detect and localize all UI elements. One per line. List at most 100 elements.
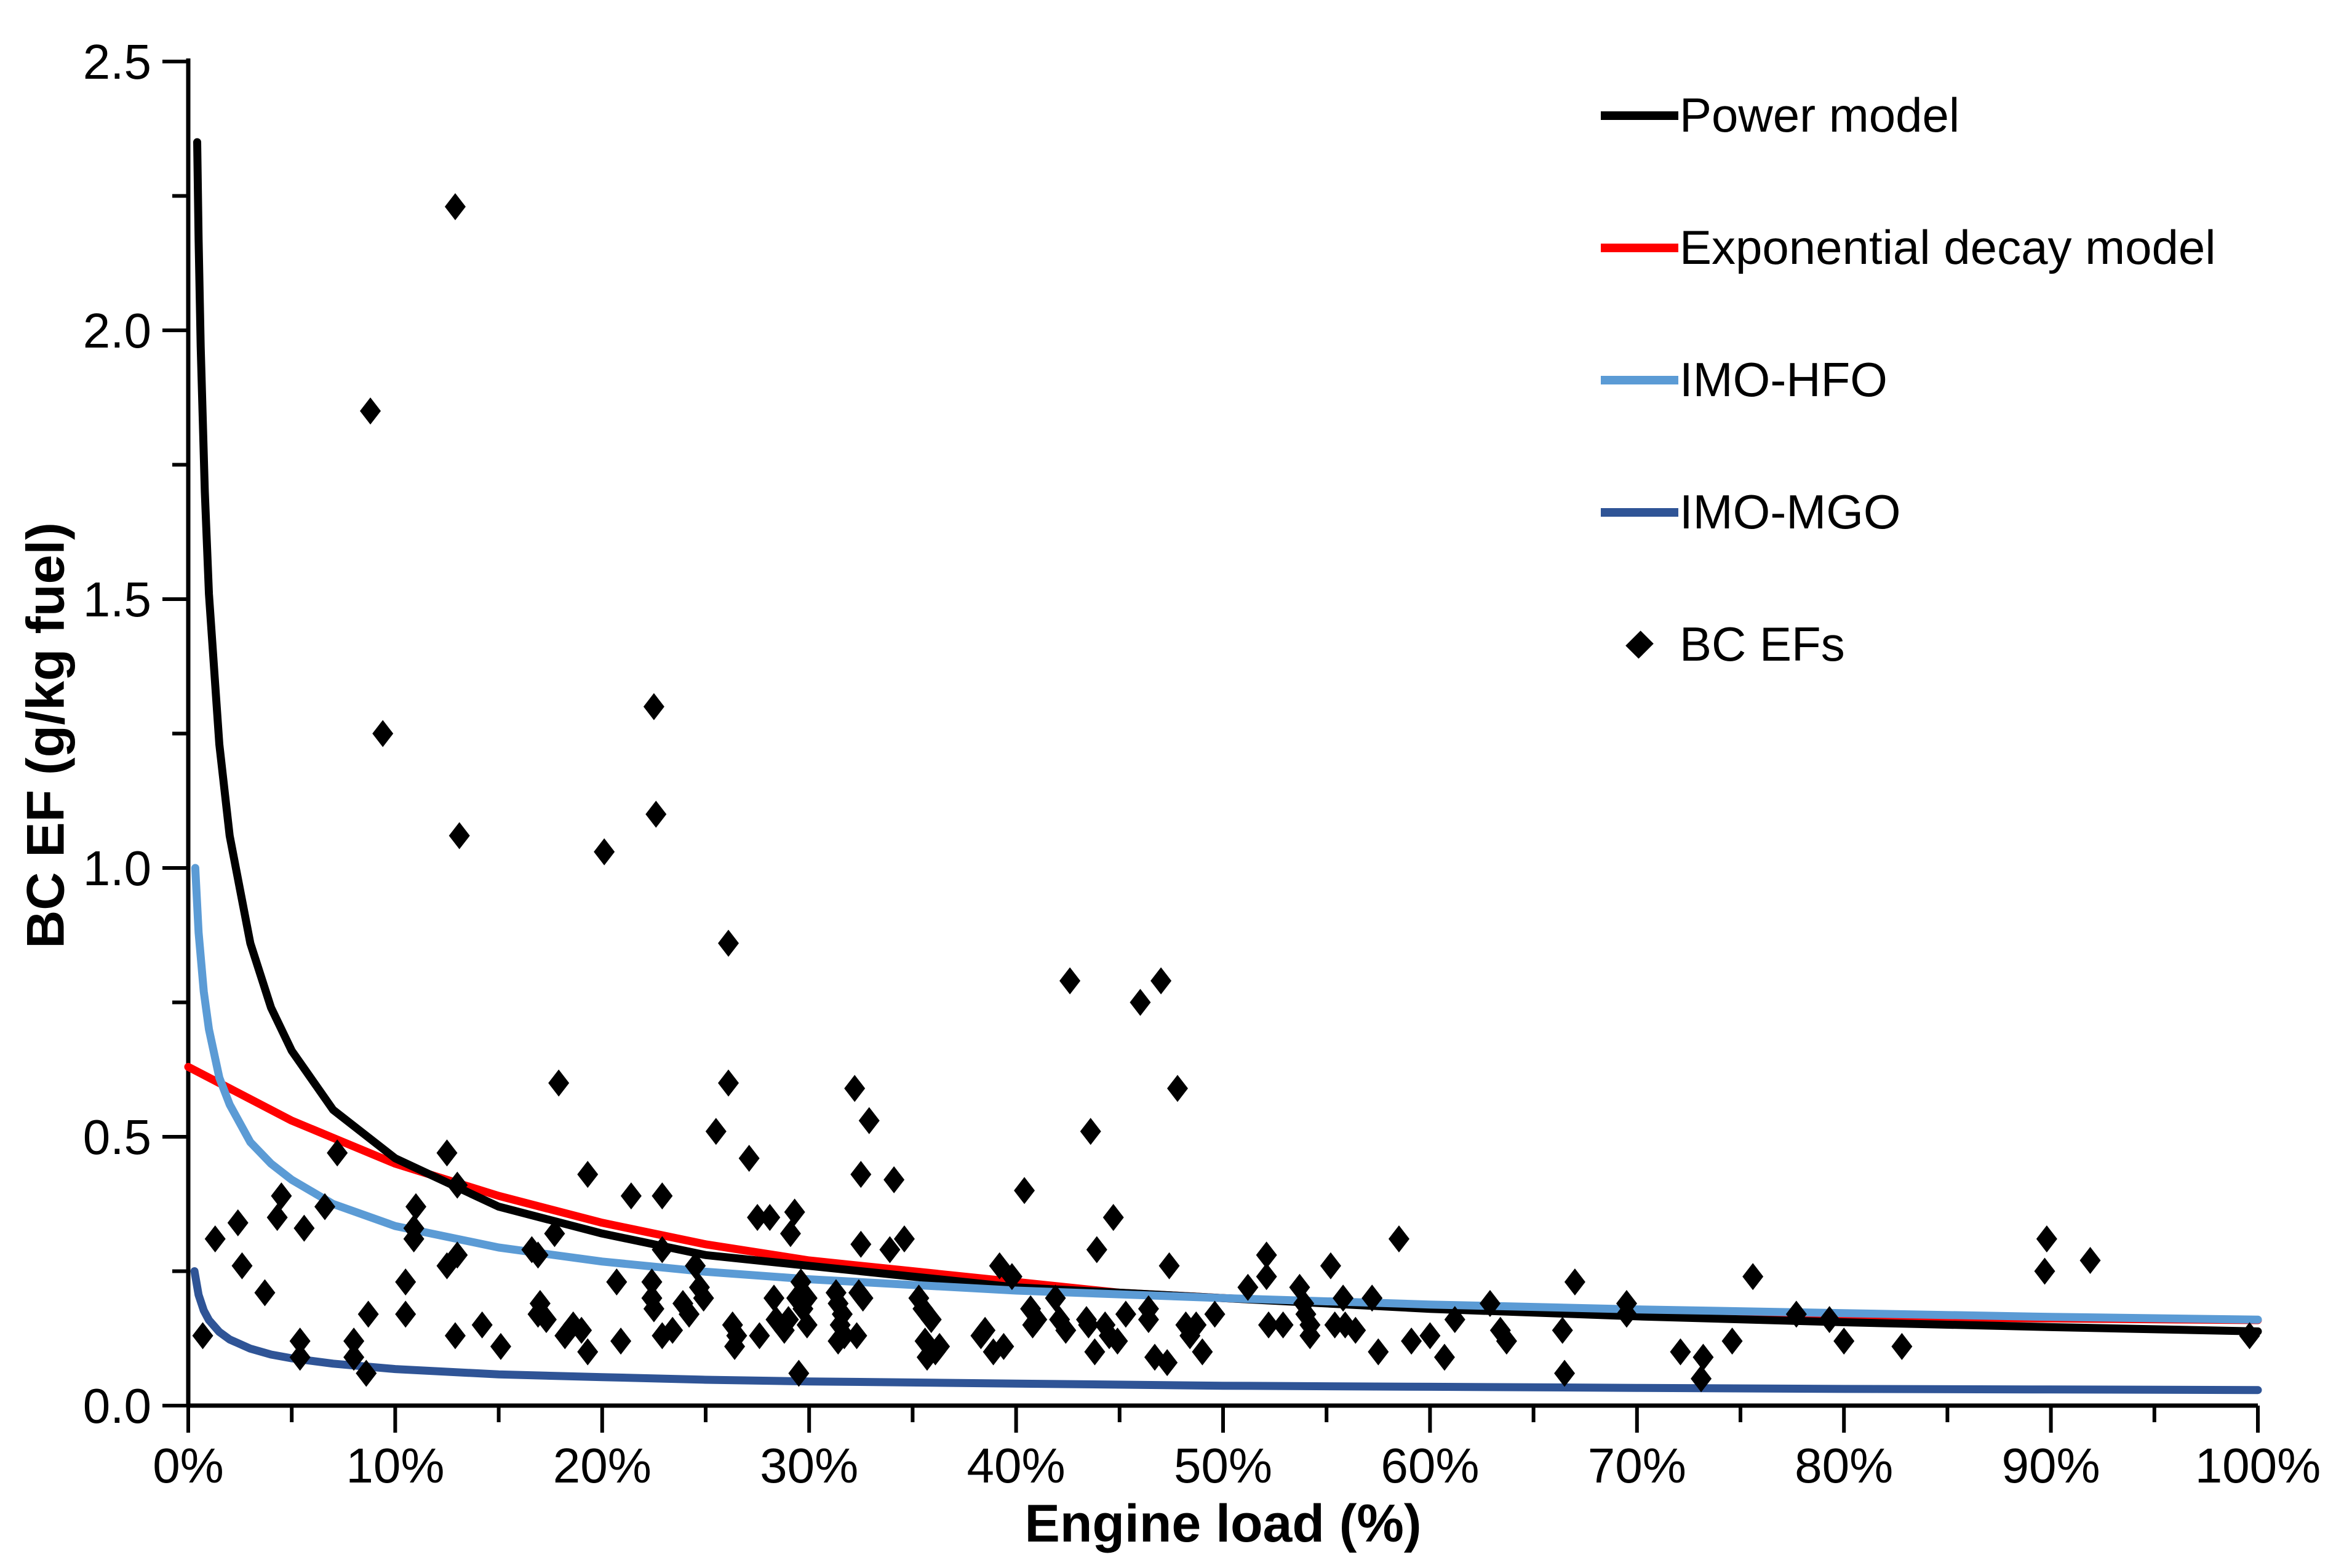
scatter-point [289,1327,311,1355]
scatter-point [1691,1365,1712,1393]
scatter-point [879,1236,901,1264]
scatter-point [1256,1241,1277,1269]
scatter-point [1299,1322,1321,1350]
scatter-point [844,1075,866,1102]
scatter-point [1554,1359,1576,1387]
scatter-point [372,720,394,747]
y-tick-label: 1.5 [83,572,151,627]
scatter-point [447,1171,468,1199]
legend-label: Power model [1680,88,1960,142]
legend-item-power-model: Power model [1600,49,2216,181]
scatter-point [1564,1268,1585,1295]
scatter-point [1833,1327,1855,1355]
scatter-point [231,1252,253,1279]
scatter-point [227,1209,249,1236]
scatter-point [747,1204,768,1232]
y-tick-label: 0.0 [83,1379,151,1433]
legend-line-icon [1600,507,1680,517]
legend-line-icon [1600,243,1680,252]
scatter-point [1258,1311,1280,1339]
scatter-point [620,1182,642,1210]
scatter-point [1256,1263,1277,1291]
scatter-point [652,1236,673,1264]
scatter-point [1479,1289,1501,1317]
legend-item-bc-efs: BC EFs [1600,578,2216,710]
legend-item-imo-hfo: IMO-HFO [1600,314,2216,446]
scatter-point [1022,1311,1043,1339]
scatter-point [357,1300,379,1328]
x-tick-label: 50% [1174,1438,1272,1493]
scatter-point [448,822,470,850]
scatter-point [1080,1118,1101,1145]
curve-imo-hfo [191,864,2262,1324]
scatter-point [606,1268,628,1295]
scatter-point [436,1139,458,1167]
scatter-point [763,1284,785,1312]
scatter-point [693,1284,714,1312]
scatter-point [1401,1327,1422,1355]
scatter-point [192,1322,213,1350]
y-tick-label: 0.5 [83,1110,151,1164]
y-axis-title: BC EF (g/kg fuel) [16,522,76,949]
scatter-point [641,1268,663,1295]
scatter-point [1388,1225,1409,1253]
scatter-point [1045,1284,1066,1312]
scatter-point [1496,1327,1517,1355]
scatter-point [993,1332,1015,1360]
legend-diamond-icon [1600,630,1680,659]
scatter-point [577,1161,599,1188]
x-tick-label: 30% [760,1438,858,1493]
x-tick-label: 70% [1588,1438,1686,1493]
scatter-point [2034,1257,2055,1285]
legend-label: IMO-MGO [1680,485,1901,539]
y-tick-label: 2.0 [83,303,151,358]
scatter-point [883,1166,905,1193]
scatter-point [266,1204,288,1232]
scatter-point [1237,1273,1259,1301]
scatter-point [643,1295,664,1323]
scatter-point [1059,967,1081,995]
scatter-point [1084,1338,1106,1366]
scatter-point [718,929,739,957]
scatter-point [1692,1343,1714,1371]
x-tick-label: 80% [1795,1438,1893,1493]
scatter-point [594,838,615,866]
scatter-point [718,1069,739,1097]
scatter-point [395,1268,417,1295]
scatter-point [343,1327,365,1355]
scatter-point [643,693,664,720]
scatter-point [1130,989,1151,1016]
scatter-point [577,1338,599,1366]
scatter-point [2079,1247,2101,1275]
scatter-point [1345,1316,1366,1344]
scatter-point [1742,1263,1764,1291]
x-axis-title: Engine load (%) [1024,1494,1422,1553]
scatter-point [343,1343,365,1371]
scatter-point [778,1306,799,1334]
scatter-point [1320,1252,1341,1279]
scatter-point [571,1316,592,1344]
scatter-point [436,1252,458,1279]
scatter-point [1368,1338,1389,1366]
scatter-point [1166,1075,1188,1102]
scatter-point [652,1182,673,1210]
scatter-point [788,1359,810,1387]
scatter-point [850,1230,872,1258]
scatter-point [610,1327,632,1355]
scatter-point [749,1322,770,1350]
legend-label: BC EFs [1680,617,1845,671]
scatter-point [1107,1327,1128,1355]
chart-legend: Power model Exponential decay model IMO-HF… [1600,49,2216,710]
curve-power-model [193,138,2262,1335]
x-tick-label: 100% [2195,1438,2321,1493]
scatter-point [544,1220,565,1248]
x-tick-label: 60% [1381,1438,1479,1493]
legend-label: Exponential decay model [1680,220,2216,274]
legend-item-imo-mgo: IMO-MGO [1600,446,2216,578]
scatter-point [289,1343,311,1371]
scatter-point [327,1139,348,1167]
scatter-point [975,1316,996,1344]
x-tick-label: 10% [346,1438,444,1493]
scatter-point [1785,1300,1807,1328]
